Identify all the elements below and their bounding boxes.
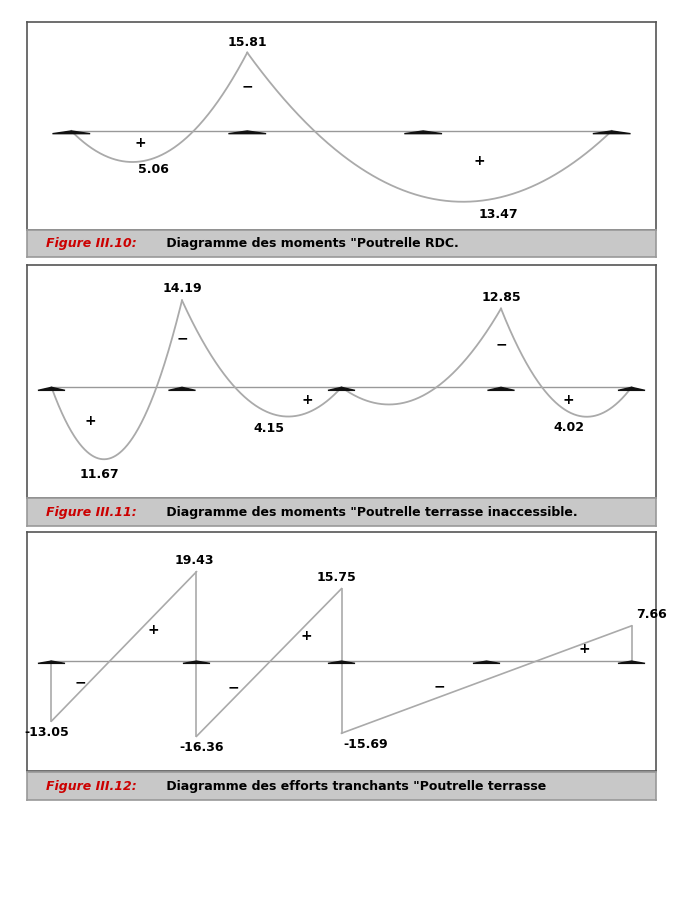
Polygon shape bbox=[328, 661, 355, 664]
Polygon shape bbox=[38, 387, 65, 391]
Text: −: − bbox=[433, 679, 445, 693]
Text: −: − bbox=[241, 79, 253, 93]
Polygon shape bbox=[473, 661, 500, 664]
Text: 14.19: 14.19 bbox=[162, 282, 201, 296]
Text: Diagramme des moments "Poutrelle RDC.: Diagramme des moments "Poutrelle RDC. bbox=[163, 237, 459, 250]
Text: +: + bbox=[563, 393, 574, 406]
Polygon shape bbox=[488, 387, 514, 391]
Text: Figure III.12:: Figure III.12: bbox=[46, 780, 137, 792]
Polygon shape bbox=[328, 387, 355, 391]
Polygon shape bbox=[404, 131, 442, 133]
Text: 15.75: 15.75 bbox=[317, 571, 357, 584]
Text: 5.06: 5.06 bbox=[137, 163, 169, 176]
Polygon shape bbox=[183, 661, 210, 664]
Polygon shape bbox=[169, 387, 195, 391]
Text: +: + bbox=[84, 414, 96, 428]
Text: 19.43: 19.43 bbox=[174, 554, 214, 567]
Text: 4.02: 4.02 bbox=[553, 421, 584, 434]
Text: -16.36: -16.36 bbox=[179, 741, 223, 754]
Text: −: − bbox=[176, 331, 188, 345]
Text: Diagramme des efforts tranchants "Poutrelle terrasse: Diagramme des efforts tranchants "Poutre… bbox=[163, 780, 546, 792]
Text: -15.69: -15.69 bbox=[344, 738, 388, 750]
Text: Figure III.11:: Figure III.11: bbox=[46, 506, 137, 519]
Polygon shape bbox=[228, 131, 266, 133]
Polygon shape bbox=[53, 131, 90, 133]
Text: Diagramme des moments "Poutrelle terrasse inaccessible.: Diagramme des moments "Poutrelle terrass… bbox=[163, 506, 578, 519]
Text: -13.05: -13.05 bbox=[25, 726, 69, 739]
Polygon shape bbox=[618, 387, 645, 391]
Text: 12.85: 12.85 bbox=[482, 290, 521, 304]
Text: 11.67: 11.67 bbox=[80, 468, 120, 481]
Text: 7.66: 7.66 bbox=[637, 608, 667, 621]
Polygon shape bbox=[593, 131, 630, 133]
Text: 4.15: 4.15 bbox=[253, 422, 285, 435]
Text: −: − bbox=[495, 338, 507, 352]
Text: 15.81: 15.81 bbox=[227, 37, 267, 49]
Text: −: − bbox=[75, 675, 87, 689]
Polygon shape bbox=[618, 661, 645, 664]
Text: +: + bbox=[148, 623, 159, 636]
Text: Figure III.10:: Figure III.10: bbox=[46, 237, 137, 250]
Text: +: + bbox=[135, 136, 146, 151]
Text: −: − bbox=[227, 680, 239, 695]
Text: 13.47: 13.47 bbox=[479, 208, 518, 221]
Text: +: + bbox=[302, 393, 313, 406]
Text: +: + bbox=[578, 642, 589, 656]
Text: +: + bbox=[474, 153, 486, 168]
Polygon shape bbox=[38, 661, 65, 664]
Text: +: + bbox=[300, 629, 311, 643]
